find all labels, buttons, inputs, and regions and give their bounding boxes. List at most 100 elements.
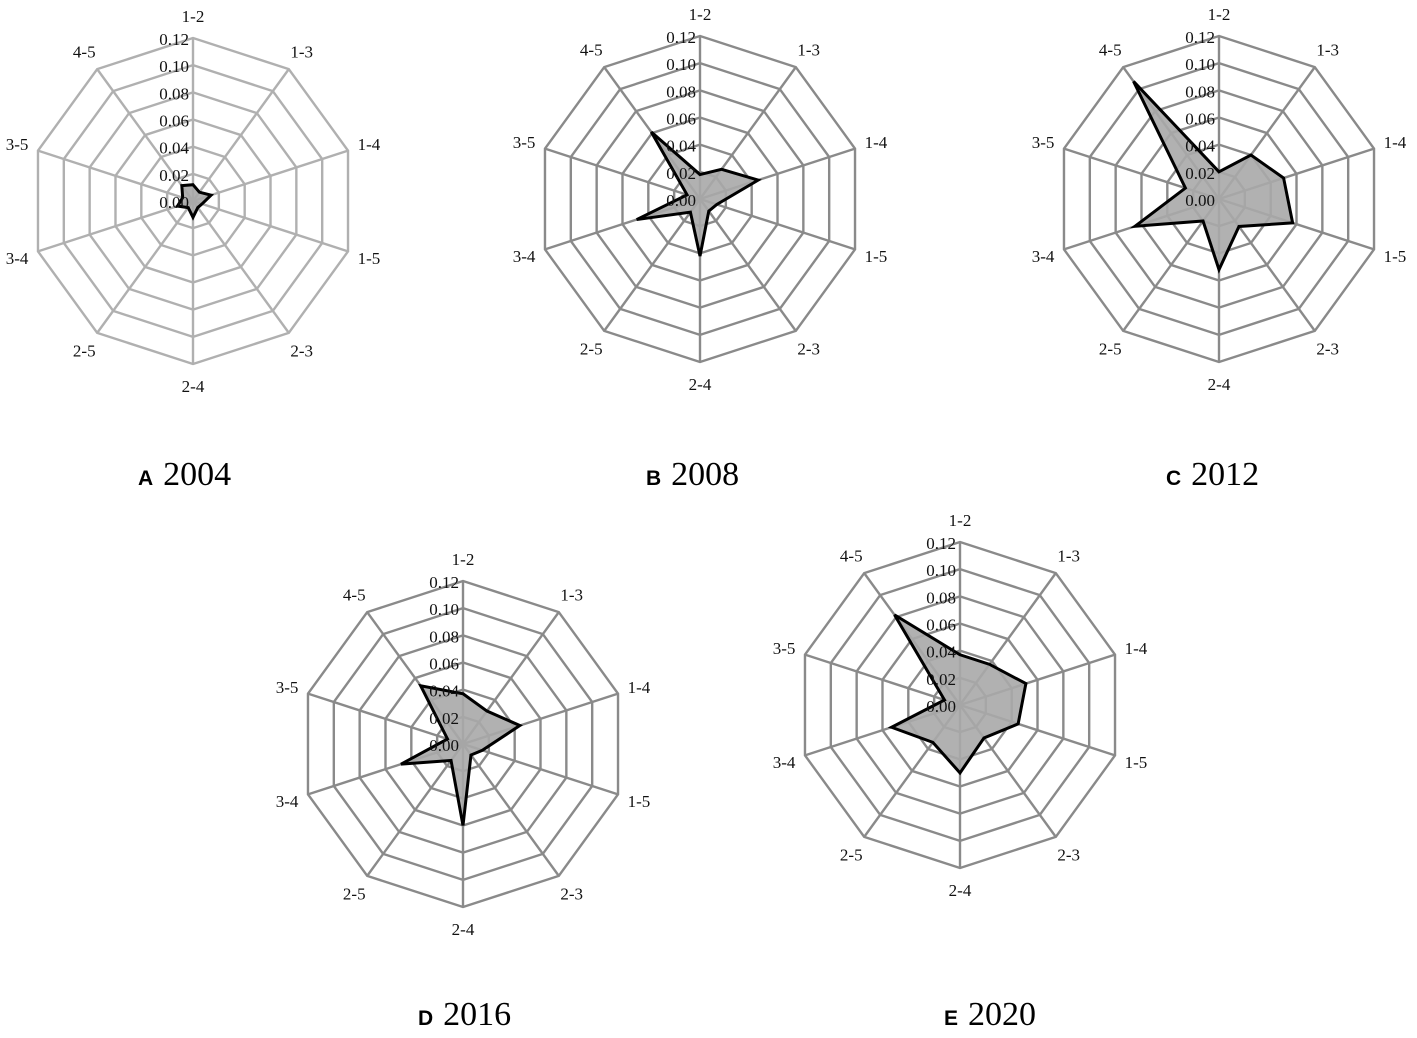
series-area: [400, 683, 523, 826]
category-label: 2-4: [182, 377, 205, 396]
radial-tick-label: 0.10: [159, 57, 189, 76]
series-area: [1130, 80, 1295, 274]
category-label: 2-4: [689, 375, 712, 394]
category-label: 2-3: [1057, 846, 1080, 865]
category-label: 2-3: [1316, 340, 1339, 359]
spoke-line: [192, 149, 349, 203]
radial-tick-label: 0.02: [926, 670, 956, 689]
category-label: 4-5: [73, 42, 96, 61]
category-label: 1-2: [452, 550, 475, 569]
radar-panel-b: 0.00 0.02 0.04 0.06 0.08 0.10 0.12 1-2 1-3 1-4 1-5…: [513, 5, 888, 394]
radial-tick-label: 0.08: [666, 82, 696, 101]
radial-tick-label: 0.10: [666, 55, 696, 74]
caption-c-letter: C: [1166, 467, 1182, 490]
caption-b-year: 2008: [671, 456, 740, 493]
radial-tick-label: 0.00: [926, 697, 956, 716]
caption-e-year: 2020: [968, 996, 1037, 1033]
spoke-line: [804, 653, 961, 707]
spoke-line: [544, 147, 701, 201]
category-label: 3-5: [1032, 133, 1055, 152]
spoke-line: [96, 200, 194, 334]
radial-tick-label: 0.10: [1185, 55, 1215, 74]
radial-tick-label: 0.00: [159, 193, 189, 212]
spoke-line: [366, 743, 464, 877]
radial-tick-label: 0.04: [429, 682, 459, 701]
spoke-line: [462, 743, 560, 877]
radar-panel-d: 0.00 0.02 0.04 0.06 0.08 0.10 0.12 1-2 1-3 1-4 1-5…: [276, 550, 651, 939]
category-label: 2-5: [73, 342, 96, 361]
category-label: 1-3: [290, 42, 313, 61]
spoke-line: [603, 198, 701, 332]
radial-tick-label: 0.02: [666, 164, 696, 183]
radial-tick-label: 0.10: [926, 561, 956, 580]
category-label: 1-2: [949, 511, 972, 530]
category-label: 3-4: [773, 753, 796, 772]
category-label: 4-5: [343, 585, 366, 604]
caption-d-year: 2016: [443, 996, 512, 1033]
series-area: [175, 183, 215, 221]
category-label: 2-3: [797, 340, 820, 359]
category-label: 1-4: [1384, 133, 1407, 152]
caption-a: A 2004: [138, 456, 231, 494]
category-label: 2-4: [1208, 375, 1231, 394]
category-label: 1-2: [1208, 5, 1231, 24]
radial-tick-label: 0.06: [926, 616, 956, 635]
radial-tick-label: 0.04: [1185, 137, 1215, 156]
category-label: 2-3: [290, 342, 313, 361]
spoke-line: [307, 692, 464, 746]
category-label: 2-4: [949, 881, 972, 900]
radial-tick-label: 0.12: [1185, 28, 1215, 47]
caption-e-letter: E: [944, 1007, 959, 1030]
category-label: 2-3: [560, 885, 583, 904]
radial-tick-label: 0.06: [159, 112, 189, 131]
category-label: 1-3: [1316, 40, 1339, 59]
radial-tick-label: 0.02: [159, 166, 189, 185]
category-label: 1-4: [358, 135, 381, 154]
category-label: 3-4: [276, 792, 299, 811]
radial-tick-label: 0.02: [429, 709, 459, 728]
caption-c: C 2012: [1166, 456, 1259, 494]
caption-b: B 2008: [646, 456, 739, 494]
category-label: 3-4: [1032, 247, 1055, 266]
radar-panel-e: 0.00 0.02 0.04 0.06 0.08 0.10 0.12 1-2 1-3 1-4 1-5…: [773, 511, 1148, 900]
caption-a-year: 2004: [163, 456, 232, 493]
radial-tick-label: 0.12: [429, 573, 459, 592]
category-label: 3-5: [6, 135, 29, 154]
spoke-line: [699, 197, 856, 251]
caption-c-year: 2012: [1191, 456, 1260, 493]
category-label: 3-4: [6, 249, 29, 268]
radial-tick-label: 0.00: [1185, 191, 1215, 210]
category-label: 3-5: [773, 639, 796, 658]
radar-panel-c: 0.00 0.02 0.04 0.06 0.08 0.10 0.12 1-2 1-3 1-4 1-5…: [1032, 5, 1407, 394]
radial-tick-label: 0.12: [926, 534, 956, 553]
category-label: 1-5: [1384, 247, 1407, 266]
spoke-line: [37, 199, 194, 253]
spoke-line: [192, 68, 290, 202]
category-label: 4-5: [1099, 40, 1122, 59]
category-label: 4-5: [840, 546, 863, 565]
radial-tick-label: 0.00: [429, 736, 459, 755]
category-label: 2-5: [840, 846, 863, 865]
category-label: 1-4: [1125, 639, 1148, 658]
radial-tick-label: 0.08: [926, 588, 956, 607]
radial-tick-label: 0.12: [159, 30, 189, 49]
category-label: 1-5: [628, 792, 651, 811]
series-area: [887, 613, 1028, 776]
caption-b-letter: B: [646, 467, 662, 490]
spoke-line: [37, 149, 194, 203]
category-label: 4-5: [580, 40, 603, 59]
caption-d: D 2016: [418, 996, 511, 1034]
category-label: 3-4: [513, 247, 536, 266]
radial-tick-label: 0.04: [926, 643, 956, 662]
category-label: 1-5: [865, 247, 888, 266]
radial-tick-label: 0.04: [159, 139, 189, 158]
category-label: 2-5: [580, 340, 603, 359]
radial-tick-label: 0.02: [1185, 164, 1215, 183]
category-label: 1-2: [182, 7, 205, 26]
caption-a-letter: A: [138, 467, 154, 490]
radial-tick-label: 0.06: [429, 655, 459, 674]
category-label: 1-3: [1057, 546, 1080, 565]
category-label: 1-3: [560, 585, 583, 604]
